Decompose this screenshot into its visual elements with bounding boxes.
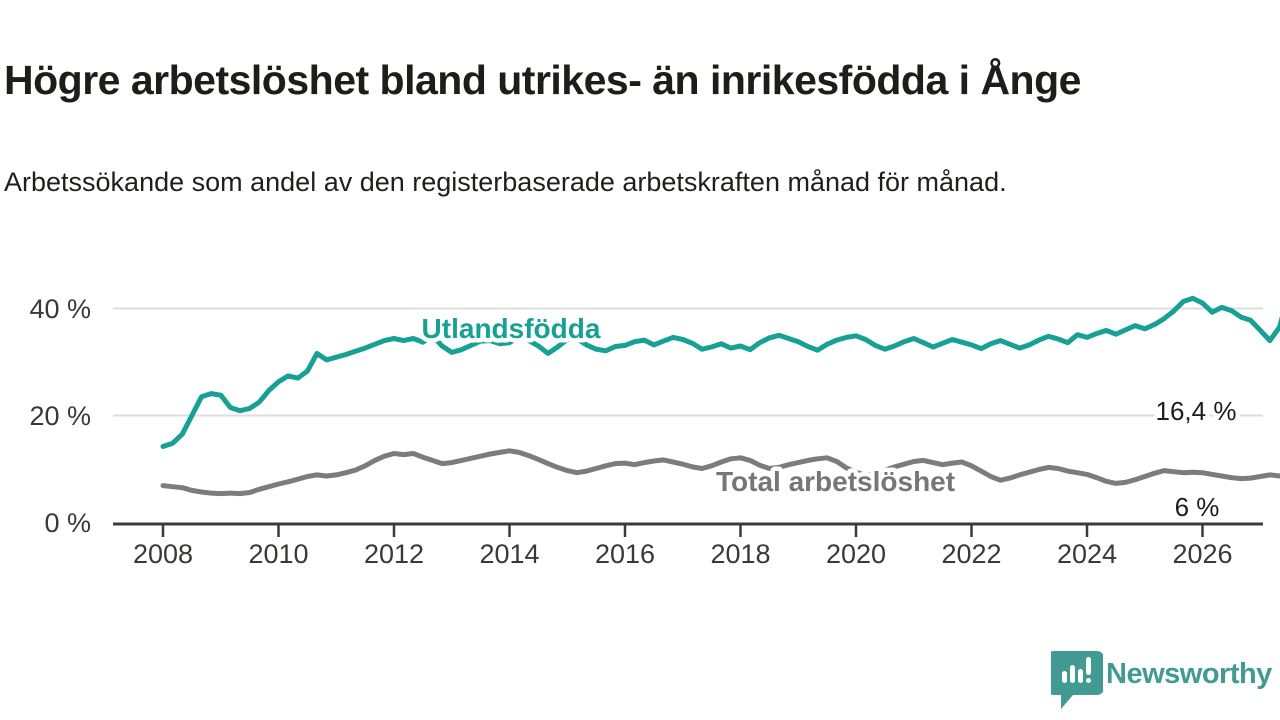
logo-exclamation-dot: [1086, 678, 1091, 683]
x-axis-ticks: 2008 2010 2012 2014 2016 2018 2020 2022 2024 2026: [133, 524, 1233, 569]
logo-exclamation-stem: [1086, 657, 1091, 675]
end-value-utlandsfodda: 16,4 %: [1156, 396, 1237, 426]
y-tick-20: 20 %: [29, 401, 91, 431]
x-tick-label: 2018: [710, 539, 770, 569]
y-tick-40: 40 %: [29, 294, 91, 324]
x-tick-label: 2026: [1172, 539, 1232, 569]
series-label-total: Total arbetslöshet: [716, 466, 955, 497]
logo-bar-3: [1078, 669, 1083, 683]
logo-bar-2: [1070, 665, 1075, 683]
y-tick-0: 0 %: [44, 508, 91, 538]
logo-bar-1: [1062, 671, 1067, 683]
series-label-utlandsfodda: Utlandsfödda: [422, 313, 601, 344]
page-title: Högre arbetslöshet bland utrikes- än inr…: [4, 57, 1081, 104]
x-tick-label: 2024: [1057, 539, 1117, 569]
x-tick-label: 2022: [941, 539, 1001, 569]
end-value-total: 6 %: [1175, 492, 1220, 522]
chart-subtitle: Arbetssökande som andel av den registerb…: [4, 167, 1007, 197]
x-tick-label: 2020: [826, 539, 886, 569]
x-tick-label: 2012: [364, 539, 424, 569]
x-tick-label: 2010: [248, 539, 308, 569]
brand-wordmark: Newsworthy: [1106, 658, 1272, 690]
x-tick-label: 2008: [133, 539, 193, 569]
total-arbetsloshet-line: [160, 448, 1280, 497]
x-tick-label: 2014: [479, 539, 539, 569]
newsworthy-logo-icon: [1051, 651, 1103, 709]
utlandsfodda-line: [160, 295, 1280, 449]
x-tick-label: 2016: [595, 539, 655, 569]
